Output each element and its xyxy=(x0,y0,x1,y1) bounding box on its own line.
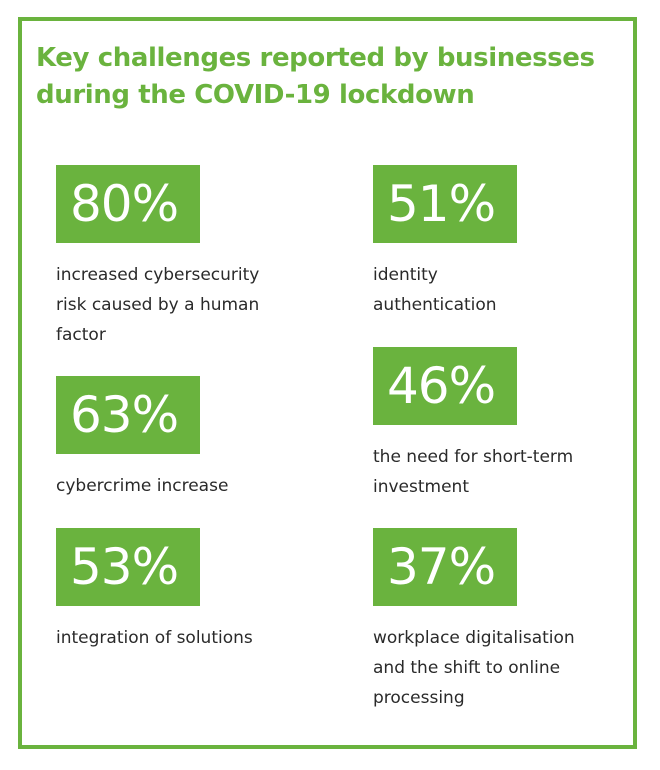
stat-value-box: 37% xyxy=(373,528,518,606)
stat-identity: 51% identity authentication xyxy=(373,165,518,320)
stat-description-line: increased cybersecurity xyxy=(56,265,260,285)
stat-cybercrime: 63% cybercrime increase xyxy=(56,376,228,501)
stat-description: the need for short-term investment xyxy=(373,442,573,502)
stat-description-line: processing xyxy=(373,688,465,708)
stat-value-box: 53% xyxy=(56,528,201,606)
stat-description-line: and the shift to online xyxy=(373,658,561,678)
stat-description-line: workplace digitalisation xyxy=(373,628,575,648)
stat-digitalisation: 37% workplace digitalisation and the shi… xyxy=(373,528,575,713)
stat-description-line: integration of solutions xyxy=(56,628,253,648)
stat-description: integration of solutions xyxy=(56,623,253,653)
infographic-title: Key challenges reported by businesses du… xyxy=(36,40,616,114)
stat-investment: 46% the need for short-term investment xyxy=(373,347,573,502)
title-line-1: Key challenges reported by businesses xyxy=(36,43,595,73)
stat-description-line: authentication xyxy=(373,295,497,315)
stat-value-box: 51% xyxy=(373,165,518,243)
stat-description-line: cybercrime increase xyxy=(56,476,229,496)
stat-description-line: factor xyxy=(56,325,106,345)
stat-description: identity authentication xyxy=(373,260,517,320)
stat-human-factor: 80% increased cybersecurity risk caused … xyxy=(56,165,259,350)
stat-value-box: 63% xyxy=(56,376,201,454)
stat-description: increased cybersecurity risk caused by a… xyxy=(56,260,259,350)
stat-description: cybercrime increase xyxy=(56,471,228,501)
stat-description: workplace digitalisation and the shift t… xyxy=(373,623,575,713)
stat-value-box: 80% xyxy=(56,165,201,243)
stat-integration: 53% integration of solutions xyxy=(56,528,253,653)
title-line-2: during the COVID-19 lockdown xyxy=(36,80,475,110)
stat-description-line: identity xyxy=(373,265,438,285)
stat-description-line: investment xyxy=(373,477,469,497)
stat-value-box: 46% xyxy=(373,347,518,425)
stat-description-line: the need for short-term xyxy=(373,447,574,467)
stat-description-line: risk caused by a human xyxy=(56,295,260,315)
